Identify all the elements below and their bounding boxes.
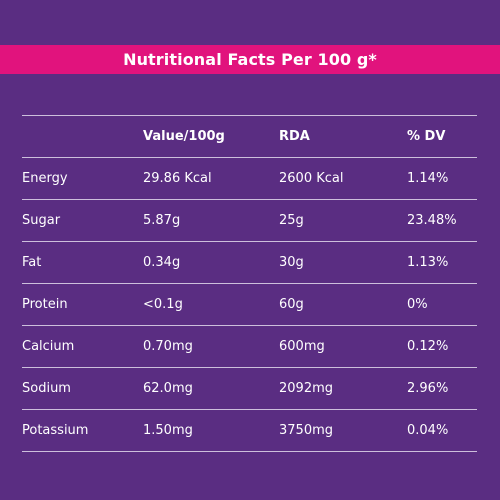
table-row: Fat 0.34g 30g 1.13% — [22, 241, 477, 284]
nutrient-dv: 0.04% — [407, 409, 477, 452]
nutrient-name: Potassium — [22, 409, 143, 452]
nutrient-name: Protein — [22, 283, 143, 326]
nutrient-dv: 2.96% — [407, 367, 477, 410]
nutrient-dv: 23.48% — [407, 199, 477, 242]
nutrient-value: 29.86 Kcal — [143, 157, 279, 200]
nutrient-name: Calcium — [22, 325, 143, 368]
nutrient-rda: 600mg — [279, 325, 407, 368]
nutrient-rda: 30g — [279, 241, 407, 284]
nutrient-name: Fat — [22, 241, 143, 284]
nutrient-dv: 0.12% — [407, 325, 477, 368]
nutrient-name: Sodium — [22, 367, 143, 410]
nutrient-dv: 1.14% — [407, 157, 477, 200]
column-header-nutrient — [22, 115, 143, 158]
table-row: Protein <0.1g 60g 0% — [22, 283, 477, 326]
nutrition-table: Value/100g RDA % DV Energy 29.86 Kcal 26… — [22, 115, 477, 452]
nutrient-dv: 1.13% — [407, 241, 477, 284]
nutrient-rda: 3750mg — [279, 409, 407, 452]
title-banner: Nutritional Facts Per 100 g* — [0, 45, 500, 74]
nutrient-name: Energy — [22, 157, 143, 200]
column-header-rda: RDA — [279, 115, 407, 158]
nutrient-value: 0.70mg — [143, 325, 279, 368]
table-row: Potassium 1.50mg 3750mg 0.04% — [22, 409, 477, 452]
nutrient-value: 1.50mg — [143, 409, 279, 452]
column-header-dv: % DV — [407, 115, 477, 158]
nutrient-dv: 0% — [407, 283, 477, 326]
nutrient-value: 62.0mg — [143, 367, 279, 410]
table-row: Sodium 62.0mg 2092mg 2.96% — [22, 367, 477, 410]
nutrient-name: Sugar — [22, 199, 143, 242]
table-row: Sugar 5.87g 25g 23.48% — [22, 199, 477, 242]
page-title: Nutritional Facts Per 100 g* — [123, 50, 377, 69]
nutrient-value: 0.34g — [143, 241, 279, 284]
column-header-value: Value/100g — [143, 115, 279, 158]
table-row: Energy 29.86 Kcal 2600 Kcal 1.14% — [22, 157, 477, 200]
nutrient-rda: 2092mg — [279, 367, 407, 410]
nutrient-value: 5.87g — [143, 199, 279, 242]
nutrient-value: <0.1g — [143, 283, 279, 326]
nutrient-rda: 60g — [279, 283, 407, 326]
table-header-row: Value/100g RDA % DV — [22, 115, 477, 158]
table-row: Calcium 0.70mg 600mg 0.12% — [22, 325, 477, 368]
nutrient-rda: 25g — [279, 199, 407, 242]
nutrient-rda: 2600 Kcal — [279, 157, 407, 200]
